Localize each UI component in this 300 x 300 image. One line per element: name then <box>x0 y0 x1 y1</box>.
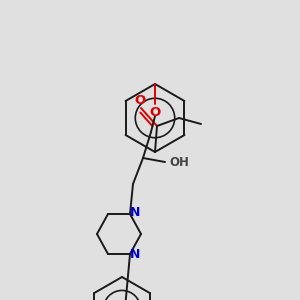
Text: O: O <box>134 94 146 106</box>
Text: N: N <box>130 206 140 220</box>
Text: OH: OH <box>169 155 189 169</box>
Text: N: N <box>130 248 140 262</box>
Text: O: O <box>149 106 161 118</box>
